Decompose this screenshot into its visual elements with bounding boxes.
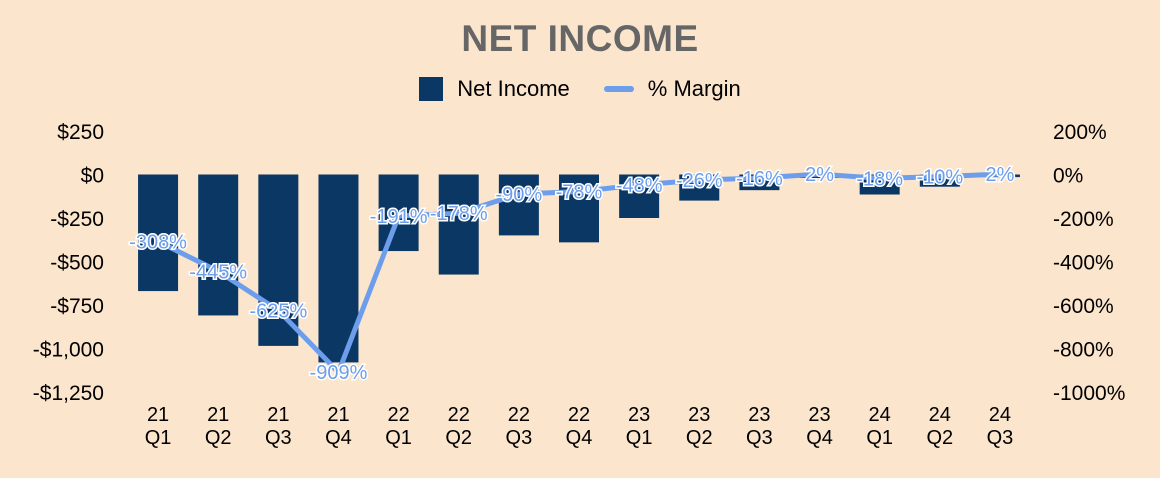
y-right-tick-label: -800%: [1053, 339, 1114, 362]
x-tick-label: 21 Q2: [205, 404, 232, 449]
data-label-margin: -178%: [430, 203, 488, 225]
x-tick-label: 22 Q2: [445, 404, 472, 449]
legend-label-margin: % Margin: [647, 76, 741, 101]
data-label-margin: -26%: [676, 170, 723, 192]
y-right-tick-label: -200%: [1053, 208, 1114, 231]
data-label-margin: -308%: [129, 231, 187, 253]
bar-net-income: [138, 174, 179, 292]
data-label-margin: -78%: [556, 181, 603, 203]
bar-net-income: [378, 174, 419, 252]
y-left-tick-label: $250: [57, 121, 104, 144]
y-left-tick-label: -$750: [50, 295, 104, 318]
bar-net-income: [258, 174, 299, 346]
x-tick-label: 22 Q3: [506, 404, 533, 449]
x-tick-label: 24 Q1: [866, 404, 893, 449]
data-label-margin: -191%: [370, 206, 428, 228]
x-tick-label: 23 Q1: [626, 404, 653, 449]
y-left-tick-label: -$250: [50, 208, 104, 231]
y-left-tick-label: -$500: [50, 252, 104, 275]
legend-swatch-margin: [603, 86, 634, 92]
y-left-tick-label: -$1,000: [33, 339, 104, 362]
line-margin: [155, 171, 1003, 375]
legend-item-net-income: Net Income: [419, 76, 570, 102]
x-tick-label: 21 Q4: [325, 404, 352, 449]
bar-net-income: [198, 174, 239, 316]
bar-net-income: [559, 174, 599, 243]
x-tick-label: 22 Q4: [566, 404, 593, 449]
data-label-margin: -10%: [916, 167, 963, 189]
data-label-margin: 2%: [805, 164, 834, 186]
x-tick-label: 23 Q3: [746, 404, 773, 449]
data-label-margin: -16%: [736, 168, 783, 190]
y-left-tick-label: $0: [81, 165, 104, 188]
chart-title: NET INCOME: [461, 18, 699, 59]
data-label-margin: -625%: [249, 300, 307, 322]
x-tick-label: 24 Q3: [987, 404, 1014, 449]
x-tick-label: 24 Q2: [926, 404, 953, 449]
data-label-margin: -445%: [189, 261, 247, 283]
x-tick-label: 22 Q1: [385, 404, 412, 449]
y-right-tick-label: -600%: [1053, 295, 1114, 318]
data-label-margin: -909%: [310, 362, 368, 384]
legend-label-net-income: Net Income: [457, 76, 570, 101]
y-right-tick-label: -400%: [1053, 252, 1114, 275]
bar-net-income: [438, 174, 479, 275]
y-right-tick-label: 200%: [1053, 121, 1107, 144]
x-tick-label: 21 Q3: [265, 404, 292, 449]
chart-legend: Net Income % Margin: [0, 76, 1160, 102]
y-right-tick-label: -1000%: [1053, 382, 1125, 405]
x-tick-label: 23 Q2: [686, 404, 713, 449]
legend-item-margin: % Margin: [603, 76, 741, 102]
data-label-margin: 2%: [985, 164, 1014, 186]
legend-swatch-net-income: [419, 77, 444, 101]
y-left-tick-label: -$1,250: [33, 382, 104, 405]
bar-net-income: [498, 174, 539, 236]
data-label-margin: -90%: [496, 184, 543, 206]
x-tick-label: 21 Q1: [145, 404, 172, 449]
data-label-margin: -18%: [856, 168, 903, 190]
y-right-tick-label: 0%: [1053, 165, 1083, 188]
x-tick-label: 23 Q4: [806, 404, 833, 449]
data-label-margin: -48%: [616, 175, 663, 197]
